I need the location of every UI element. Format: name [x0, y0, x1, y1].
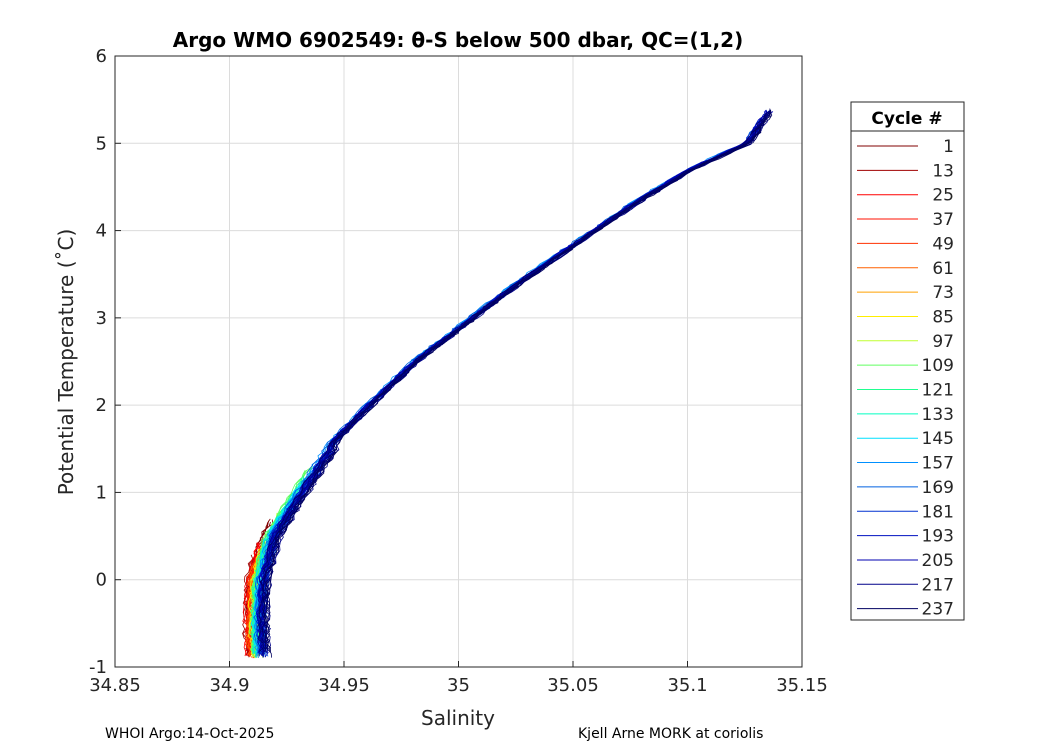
x-tick-label: 34.9: [209, 675, 249, 696]
profile-line-cycle-181: [255, 120, 763, 654]
profile-line-cycle-205: [261, 111, 774, 658]
y-tick-label: 0: [96, 570, 107, 591]
legend-label: 205: [922, 551, 954, 571]
profile-line-cycle-205: [261, 110, 772, 652]
legend-label: 133: [922, 405, 954, 425]
x-tick-label: 34.85: [89, 675, 141, 696]
profile-line-cycle-169: [258, 127, 759, 652]
y-tick-label: 4: [96, 221, 107, 242]
profile-line-cycle-237: [264, 112, 771, 658]
profile-line-cycle-181: [261, 120, 765, 654]
legend-label: 157: [922, 454, 954, 474]
profile-line-cycle-181: [255, 120, 760, 654]
legend-label: 1: [943, 137, 954, 157]
profile-line-cycle-217: [258, 118, 763, 656]
profile-line-cycle-181: [258, 119, 760, 657]
profile-line-cycle-237: [257, 110, 771, 652]
profile-line-cycle-157: [259, 144, 744, 656]
profile-line-cycle-181: [260, 116, 767, 655]
profile-line-cycle-205: [258, 112, 770, 658]
profile-line-cycle-217: [260, 119, 766, 653]
legend-label: 145: [922, 429, 954, 449]
profile-line-cycle-193: [259, 110, 771, 653]
y-axis-label: Potential Temperature (˚C): [54, 229, 78, 496]
legend-label: 13: [932, 161, 954, 181]
axis-ticks: 34.85 34.9 34.95 35 35.05 35.1 35.15 -1 0 1 2 3 4 5 6: [89, 46, 828, 696]
legend-label: 73: [932, 283, 954, 303]
profile-line-cycle-49: [246, 563, 254, 656]
profile-line-cycle-169: [259, 126, 760, 651]
grid-lines: [114, 55, 803, 668]
profile-line-cycle-237: [263, 109, 772, 652]
legend-label: 193: [922, 527, 954, 547]
x-tick-label: 35.05: [547, 675, 599, 696]
legend-label: 37: [932, 210, 954, 230]
legend-label: 217: [922, 575, 954, 595]
legend-label: 61: [932, 259, 954, 279]
legend-label: 237: [922, 600, 954, 620]
legend-label: 169: [922, 478, 954, 498]
y-tick-label: 2: [96, 395, 107, 416]
profile-line-cycle-205: [257, 111, 770, 654]
chart-title: Argo WMO 6902549: θ-S below 500 dbar, QC…: [173, 28, 743, 52]
profile-line-cycle-237: [261, 111, 772, 653]
legend-label: 121: [922, 381, 954, 401]
profile-line-cycle-237: [262, 108, 772, 651]
profile-line-cycle-193: [256, 111, 766, 657]
footer-right: Kjell Arne MORK at coriolis: [578, 726, 764, 742]
profile-line-cycle-145: [250, 479, 307, 654]
profile-lines: [242, 108, 774, 659]
y-tick-label: 6: [96, 46, 107, 67]
legend-label: 97: [932, 332, 954, 352]
x-tick-label: 34.95: [318, 675, 370, 696]
legend-label: 25: [932, 186, 954, 206]
profile-line-cycle-237: [265, 110, 773, 652]
footer-left: WHOI Argo:14-Oct-2025: [105, 726, 275, 742]
profile-line-cycle-157: [254, 146, 736, 654]
legend-label: 109: [922, 356, 954, 376]
profile-line-cycle-217: [258, 118, 763, 652]
x-tick-label: 35: [447, 675, 470, 696]
x-tick-label: 35.1: [667, 675, 707, 696]
profile-line-cycle-181: [260, 120, 762, 654]
y-tick-label: 3: [96, 308, 107, 329]
legend-label: 85: [932, 307, 954, 327]
profile-line-cycle-193: [256, 109, 771, 656]
legend-label: 49: [932, 234, 954, 254]
x-tick-label: 35.15: [776, 675, 828, 696]
profile-line-cycle-25: [243, 542, 260, 657]
y-tick-label: 1: [96, 482, 107, 503]
profile-line-cycle-193: [261, 109, 771, 656]
profile-line-cycle-157: [253, 146, 736, 659]
profile-line-cycle-193: [256, 109, 767, 656]
legend-title: Cycle #: [871, 109, 942, 129]
profile-line-cycle-169: [262, 128, 757, 657]
profile-line-cycle-217: [264, 117, 768, 651]
profile-line-cycle-157: [259, 144, 746, 656]
y-tick-label: -1: [89, 657, 107, 678]
profile-line-cycle-193: [259, 112, 770, 654]
legend: Cycle # 1 13 25 37 49 61 73 85 97 109 121 133 145 157…: [850, 101, 965, 621]
profile-line-cycle-217: [263, 117, 768, 651]
profile-line-cycle-205: [256, 109, 767, 652]
profile-line-cycle-169: [256, 128, 755, 657]
profile-line-cycle-205: [258, 110, 767, 653]
legend-label: 181: [922, 502, 954, 522]
profile-line-cycle-169: [260, 128, 761, 658]
x-axis-label: Salinity: [421, 706, 495, 730]
profile-line-cycle-169: [253, 127, 757, 652]
legend-box: [850, 101, 965, 621]
profile-line-cycle-157: [256, 144, 742, 652]
y-tick-label: 5: [96, 133, 107, 154]
